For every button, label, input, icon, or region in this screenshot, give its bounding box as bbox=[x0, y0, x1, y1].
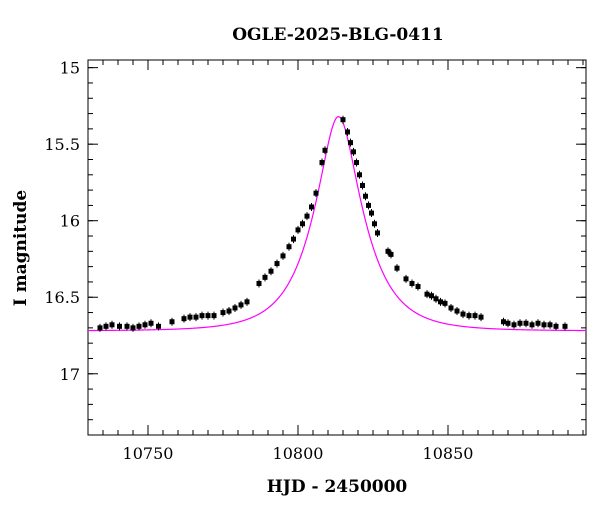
data-point bbox=[304, 213, 310, 219]
data-point bbox=[319, 160, 325, 166]
data-point bbox=[523, 320, 529, 326]
data-point bbox=[238, 302, 244, 308]
data-point bbox=[478, 314, 484, 320]
data-point bbox=[136, 323, 142, 329]
data-point bbox=[211, 313, 217, 319]
data-point bbox=[541, 322, 547, 328]
data-point bbox=[199, 313, 205, 319]
data-point bbox=[117, 323, 122, 329]
data-point bbox=[547, 322, 553, 328]
data-point bbox=[300, 221, 305, 227]
data-point bbox=[220, 310, 226, 316]
data-point bbox=[268, 268, 274, 274]
data-point bbox=[562, 323, 568, 329]
data-point bbox=[357, 172, 362, 178]
data-point bbox=[244, 299, 250, 305]
data-point bbox=[262, 274, 268, 280]
data-point bbox=[553, 323, 559, 329]
data-point bbox=[535, 320, 541, 326]
x-axis-label: HJD - 2450000 bbox=[267, 477, 408, 497]
data-point bbox=[501, 319, 506, 325]
data-point bbox=[385, 248, 391, 254]
chart-title: OGLE-2025-BLG-0411 bbox=[232, 25, 444, 45]
data-points bbox=[97, 115, 568, 332]
data-point bbox=[351, 149, 356, 155]
minor-ticks bbox=[87, 60, 586, 435]
data-point bbox=[193, 314, 199, 320]
major-ticks bbox=[88, 60, 586, 435]
data-point bbox=[156, 323, 161, 329]
data-point bbox=[274, 261, 280, 267]
data-point bbox=[424, 291, 430, 297]
data-point bbox=[354, 160, 359, 166]
data-point bbox=[369, 210, 374, 216]
data-point bbox=[372, 221, 377, 227]
data-point bbox=[511, 322, 517, 328]
data-point bbox=[322, 147, 328, 153]
data-point bbox=[529, 322, 535, 328]
y-tick-label: 17 bbox=[60, 365, 80, 384]
data-point bbox=[472, 313, 478, 319]
data-point bbox=[388, 251, 394, 257]
data-point bbox=[291, 236, 296, 242]
data-point bbox=[313, 190, 319, 196]
data-point bbox=[280, 253, 286, 259]
data-point bbox=[517, 320, 523, 326]
x-tick-label: 10800 bbox=[273, 444, 324, 463]
data-point bbox=[438, 299, 443, 305]
data-point bbox=[363, 193, 368, 199]
data-point bbox=[309, 204, 314, 210]
data-point bbox=[187, 314, 193, 320]
data-point bbox=[375, 230, 380, 236]
data-point bbox=[403, 276, 409, 282]
data-point bbox=[429, 293, 434, 299]
data-point bbox=[109, 322, 115, 328]
y-tick-label: 15 bbox=[60, 59, 80, 78]
data-point bbox=[448, 305, 454, 311]
tick-labels: 10750 10800 10850 15 15.5 16 16.5 17 bbox=[44, 59, 473, 463]
x-tick-label: 10850 bbox=[423, 444, 474, 463]
x-tick-label: 10750 bbox=[123, 444, 174, 463]
data-point bbox=[466, 313, 472, 319]
data-point bbox=[205, 313, 211, 319]
data-point bbox=[286, 244, 292, 250]
data-point bbox=[181, 316, 187, 322]
data-point bbox=[505, 320, 511, 326]
data-point bbox=[97, 325, 103, 331]
data-point bbox=[360, 183, 365, 189]
data-point bbox=[232, 305, 238, 311]
data-point bbox=[345, 129, 350, 135]
data-point bbox=[442, 300, 448, 306]
data-point bbox=[394, 265, 400, 271]
data-point bbox=[366, 202, 371, 208]
y-axis-label: I magnitude bbox=[11, 190, 31, 307]
data-point bbox=[256, 280, 262, 286]
data-point bbox=[415, 284, 421, 290]
data-point bbox=[454, 308, 460, 314]
data-point bbox=[340, 117, 346, 123]
data-point bbox=[295, 227, 301, 233]
data-point bbox=[124, 323, 130, 329]
y-tick-label: 16 bbox=[60, 212, 80, 231]
data-point bbox=[226, 308, 232, 314]
y-tick-label: 16.5 bbox=[44, 288, 80, 307]
plot-frame bbox=[87, 59, 587, 436]
data-point bbox=[103, 323, 109, 329]
y-tick-label: 15.5 bbox=[44, 135, 80, 154]
data-point bbox=[130, 325, 136, 331]
data-point bbox=[460, 311, 466, 317]
data-point bbox=[409, 280, 415, 286]
data-point bbox=[433, 296, 439, 302]
data-point bbox=[148, 320, 154, 326]
data-point bbox=[169, 319, 175, 325]
model-curve bbox=[88, 116, 587, 332]
data-point bbox=[348, 140, 353, 146]
data-point bbox=[142, 322, 148, 328]
